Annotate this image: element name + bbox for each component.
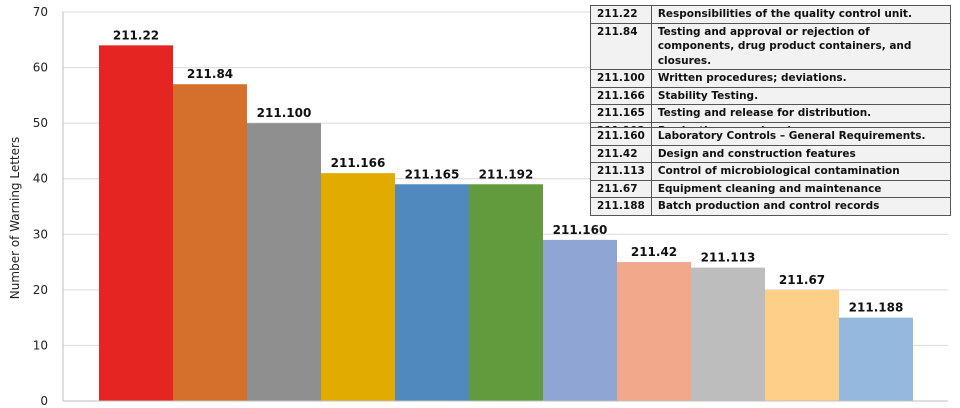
legend-description: Batch production and control records <box>650 197 952 216</box>
bar-data-label: 211.160 <box>553 223 608 237</box>
legend-code: 211.166 <box>590 86 652 105</box>
legend-row: 211.100 Written procedures; deviations. <box>590 69 952 88</box>
legend-row: 211.67 Equipment cleaning and maintenance <box>590 179 952 198</box>
bar-data-label: 211.188 <box>849 301 904 315</box>
bar-211-166 <box>321 173 395 401</box>
legend-row: 211.42 Design and construction features <box>590 144 952 163</box>
legend-code: 211.165 <box>590 104 652 123</box>
legend-row: 211.22 Responsibilities of the quality co… <box>590 5 952 24</box>
legend-description: Testing and release for distribution. <box>650 104 952 123</box>
legend-row: 211.188 Batch production and control reco… <box>590 197 952 216</box>
legend-description: Responsibilities of the quality control … <box>650 5 952 24</box>
legend-code: 211.84 <box>590 22 652 70</box>
bar-211-42 <box>617 262 691 401</box>
legend-description: Equipment cleaning and maintenance <box>650 179 952 198</box>
y-tick-label: 30 <box>33 227 48 241</box>
legend-code: 211.42 <box>590 144 652 163</box>
legend-row: 211.160 Laboratory Controls – General Req… <box>590 127 952 146</box>
legend-description: Design and construction features <box>650 144 952 163</box>
bar-211-188 <box>839 317 913 401</box>
legend-description: Testing and approval or rejection of com… <box>650 22 952 70</box>
y-tick-label: 50 <box>33 116 48 130</box>
bar-211-100 <box>247 123 321 402</box>
y-tick-label: 60 <box>33 61 48 75</box>
legend-code: 211.67 <box>590 179 652 198</box>
legend-row: 211.165 Testing and release for distribut… <box>590 104 952 123</box>
y-tick-label: 0 <box>40 394 48 408</box>
legend-code: 211.100 <box>590 69 652 88</box>
legend-description: Control of microbiological contamination <box>650 162 952 181</box>
bar-series <box>99 45 913 402</box>
legend-table-bottom: 211.160 Laboratory Controls – General Req… <box>590 127 952 216</box>
y-axis-label: Number of Warning Letters <box>8 137 22 299</box>
legend-code: 211.160 <box>590 127 652 146</box>
bar-data-label: 211.42 <box>631 245 677 259</box>
y-tick-label: 20 <box>33 283 48 297</box>
bar-data-label: 211.113 <box>701 251 756 265</box>
legend-row: 211.166 Stability Testing. <box>590 86 952 105</box>
legend-description: Written procedures; deviations. <box>650 69 952 88</box>
bar-211-22 <box>99 45 173 401</box>
bar-data-label: 211.165 <box>405 167 460 181</box>
legend-row: 211.113 Control of microbiological contam… <box>590 162 952 181</box>
legend-row: 211.84 Testing and approval or rejection … <box>590 22 952 70</box>
y-tick-label: 40 <box>33 172 48 186</box>
legend-description: Stability Testing. <box>650 86 952 105</box>
y-axis-tick-labels: 0 10 20 30 40 50 60 70 <box>33 5 48 408</box>
bar-211-113 <box>691 267 765 401</box>
legend-code: 211.22 <box>590 5 652 24</box>
legend-code: 211.188 <box>590 197 652 216</box>
y-tick-label: 10 <box>33 338 48 352</box>
y-tick-label: 70 <box>33 5 48 19</box>
legend-code: 211.113 <box>590 162 652 181</box>
bar-data-label: 211.22 <box>113 28 159 42</box>
bar-211-84 <box>173 84 247 401</box>
legend-table-top: 211.22 Responsibilities of the quality co… <box>590 5 952 140</box>
bar-data-label: 211.67 <box>779 273 825 287</box>
bar-211-67 <box>765 289 839 401</box>
bar-211-160 <box>543 239 617 401</box>
bar-211-192 <box>469 184 543 401</box>
legend-description: Laboratory Controls – General Requiremen… <box>650 127 952 146</box>
bar-data-label: 211.166 <box>331 156 386 170</box>
bar-data-label: 211.192 <box>479 167 534 181</box>
bar-211-165 <box>395 184 469 401</box>
bar-data-label: 211.84 <box>187 67 233 81</box>
bar-data-label: 211.100 <box>257 106 312 120</box>
